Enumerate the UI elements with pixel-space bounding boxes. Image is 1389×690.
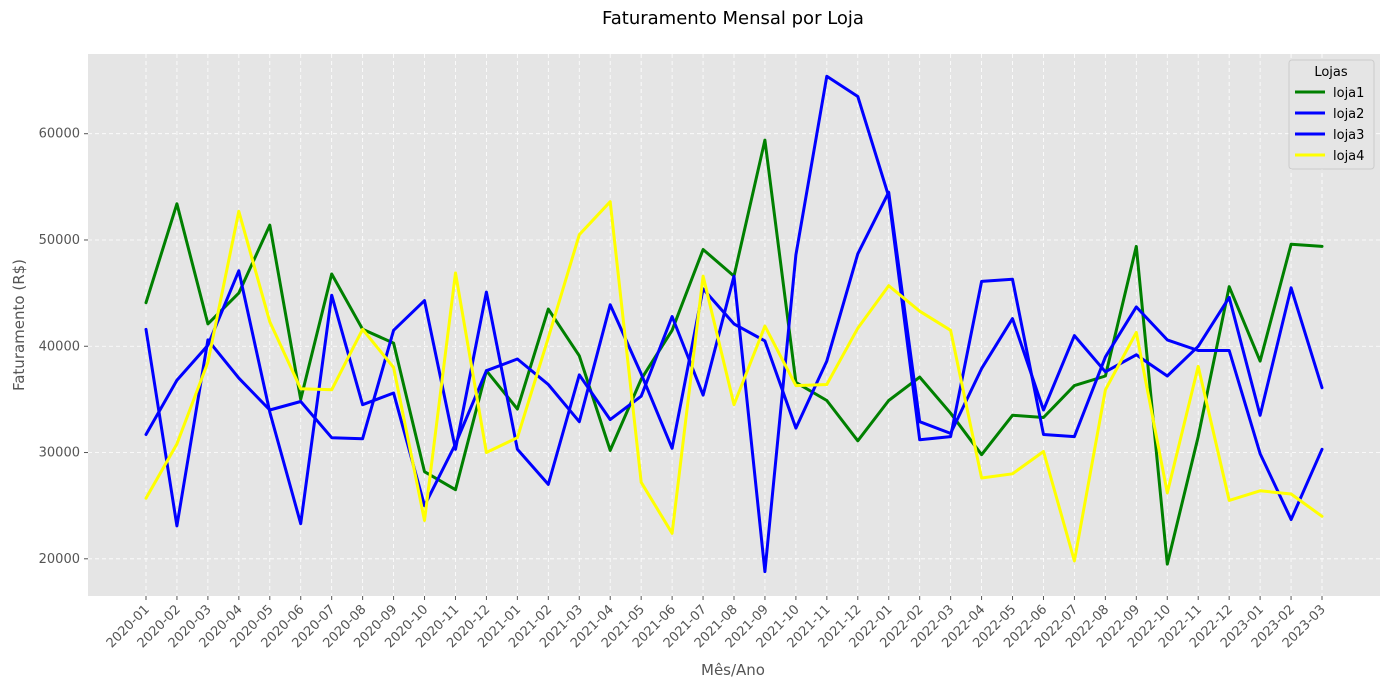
series-line-loja2 — [144, 74, 1324, 574]
y-tick-label: 40000 — [39, 339, 80, 354]
series-line-loja3 — [144, 190, 1324, 526]
y-tick-label: 50000 — [39, 233, 80, 248]
chart-title: Faturamento Mensal por Loja — [602, 8, 864, 29]
legend-title: Lojas — [1314, 65, 1348, 80]
legend-label-loja3: loja3 — [1333, 128, 1364, 143]
y-tick-label: 30000 — [39, 446, 80, 461]
y-tick-label: 60000 — [39, 127, 80, 142]
legend-label-loja4: loja4 — [1333, 149, 1364, 164]
legend: Lojas loja1 loja2 loja3 loja4 — [1288, 59, 1375, 170]
x-axis-ticks: 2020-012020-022020-032020-042020-052020-… — [104, 596, 1329, 651]
series-line-loja4 — [144, 200, 1324, 563]
legend-label-loja2: loja2 — [1333, 107, 1364, 122]
y-tick-label: 20000 — [39, 552, 80, 567]
x-axis-label: Mês/Ano — [701, 661, 765, 679]
series-lines — [144, 74, 1324, 574]
y-axis-label: Faturamento (R$) — [10, 259, 28, 391]
gridlines — [88, 54, 1380, 596]
legend-label-loja1: loja1 — [1333, 86, 1364, 101]
y-axis-ticks: 20000 30000 40000 50000 60000 — [39, 127, 88, 567]
legend-box — [1288, 59, 1375, 170]
